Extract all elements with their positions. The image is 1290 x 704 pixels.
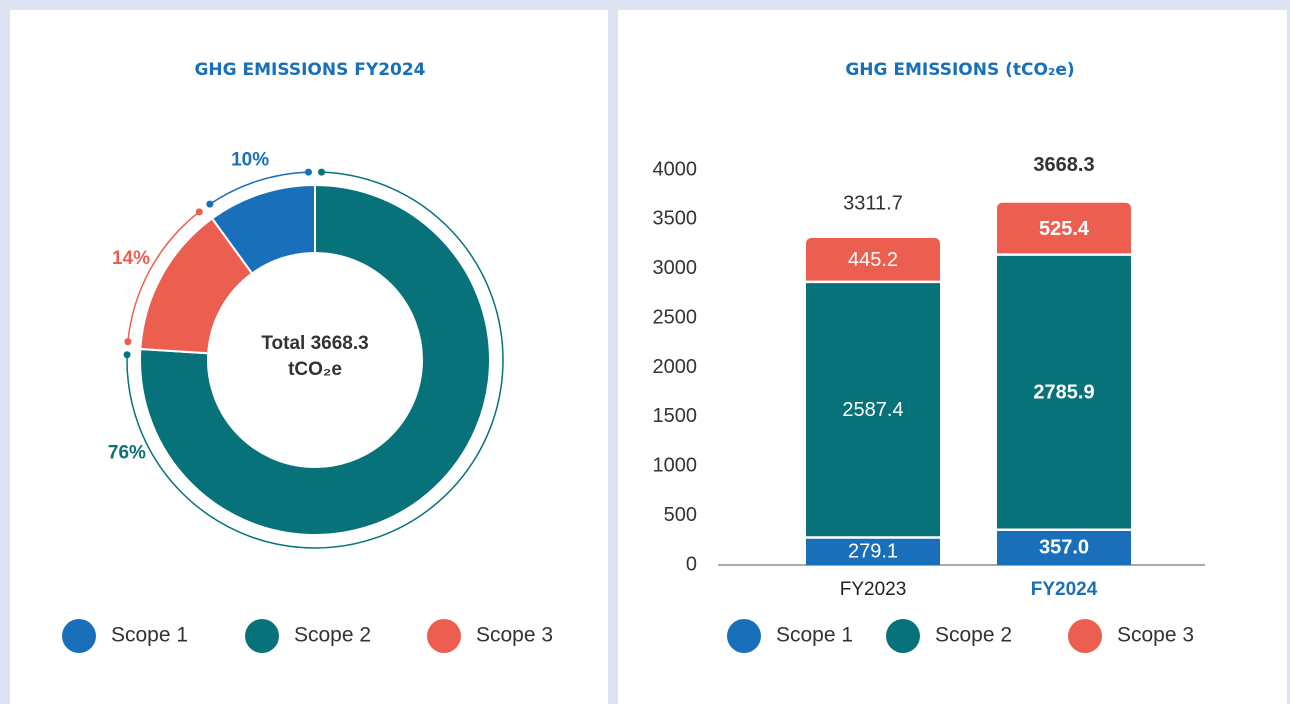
donut-title: GHG EMISSIONS FY2024: [194, 60, 425, 80]
legend-label: Scope 3: [1117, 624, 1194, 647]
guide-arc: [126, 171, 504, 549]
guide-dot: [123, 351, 131, 359]
bar-segment: [806, 281, 940, 538]
segment-label: 445.2: [848, 249, 898, 271]
y-tick-label: 1500: [653, 405, 698, 427]
bar-segment: [997, 202, 1131, 255]
donut-segment: [139, 183, 491, 536]
y-tick-label: 1000: [653, 455, 698, 477]
percent-label: 10%: [231, 149, 269, 170]
center-label: Total 3668.3: [261, 333, 368, 354]
segment-label: 525.4: [1039, 218, 1090, 240]
segment-label: 2587.4: [842, 399, 903, 421]
guide-arc: [127, 211, 200, 342]
center-label: tCO₂e: [288, 359, 342, 380]
legend-swatch: [886, 619, 920, 653]
guide-dot: [195, 208, 203, 216]
left-panel: [10, 10, 608, 704]
legend-swatch: [727, 619, 761, 653]
y-tick-label: 3000: [653, 257, 698, 279]
percent-label: 76%: [108, 442, 146, 463]
total-label: 3668.3: [1033, 154, 1094, 176]
y-tick-label: 500: [664, 504, 697, 526]
x-tick-label: FY2023: [840, 579, 907, 600]
legend-label: Scope 2: [935, 624, 1012, 647]
bar-segment: [997, 529, 1131, 565]
y-tick-label: 2000: [653, 356, 698, 378]
legend-label: Scope 2: [294, 624, 371, 647]
total-label: 3311.7: [843, 192, 903, 214]
y-tick-label: 2500: [653, 306, 698, 328]
legend-swatch: [1068, 619, 1102, 653]
legend-swatch: [427, 619, 461, 653]
segment-label: 2785.9: [1033, 381, 1094, 403]
legend-swatch: [62, 619, 96, 653]
legend-label: Scope 1: [111, 624, 188, 647]
bar-segment: [806, 237, 940, 282]
bar-segment: [806, 537, 940, 565]
segment-label: 279.1: [848, 541, 898, 563]
percent-label: 14%: [112, 248, 150, 269]
right-panel: [618, 10, 1287, 704]
bar-title: GHG EMISSIONS (tCO₂e): [845, 60, 1074, 80]
donut-segment: [210, 183, 316, 275]
y-tick-label: 0: [686, 553, 697, 575]
legend-label: Scope 1: [776, 624, 853, 647]
guide-arc: [209, 171, 309, 205]
x-tick-label: FY2024: [1031, 579, 1098, 600]
y-tick-label: 4000: [653, 158, 698, 180]
guide-dot: [124, 338, 132, 346]
legend-label: Scope 3: [476, 624, 553, 647]
bar-segment: [997, 254, 1131, 530]
segment-label: 357.0: [1039, 537, 1089, 559]
y-tick-label: 3500: [653, 208, 698, 230]
guide-dot: [318, 168, 326, 176]
guide-dot: [304, 168, 312, 176]
legend-swatch: [245, 619, 279, 653]
guide-dot: [206, 200, 214, 208]
